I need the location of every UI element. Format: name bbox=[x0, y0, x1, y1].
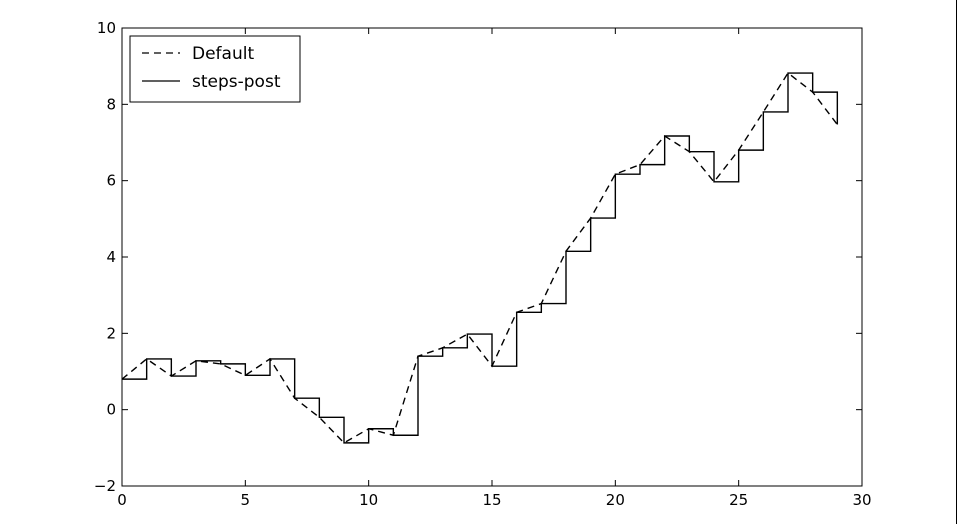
legend-box bbox=[129, 35, 301, 103]
series-layer bbox=[121, 72, 839, 444]
y-tick-label: 2 bbox=[106, 324, 116, 342]
x-tick-label: 5 bbox=[241, 491, 251, 509]
x-tick-label: 25 bbox=[729, 491, 748, 509]
legend: Default steps-post bbox=[129, 35, 301, 103]
y-tick-label: 0 bbox=[106, 401, 116, 419]
series-line-default bbox=[121, 72, 838, 444]
y-tick-label: 4 bbox=[106, 248, 116, 266]
y-tick-label: 8 bbox=[106, 95, 116, 113]
legend-label-default: Default bbox=[192, 44, 254, 64]
series-line-steps-post bbox=[122, 72, 839, 444]
x-tick-label: 20 bbox=[606, 491, 625, 509]
x-tick-label: 0 bbox=[117, 491, 127, 509]
legend-label-steps-post: steps-post bbox=[192, 72, 281, 92]
y-tick-label: −2 bbox=[94, 477, 116, 495]
y-tick-label: 10 bbox=[97, 19, 116, 37]
y-tick-label: 6 bbox=[106, 172, 116, 190]
x-tick-label: 30 bbox=[852, 491, 871, 509]
x-tick-label: 10 bbox=[359, 491, 378, 509]
x-tick-label: 15 bbox=[482, 491, 501, 509]
